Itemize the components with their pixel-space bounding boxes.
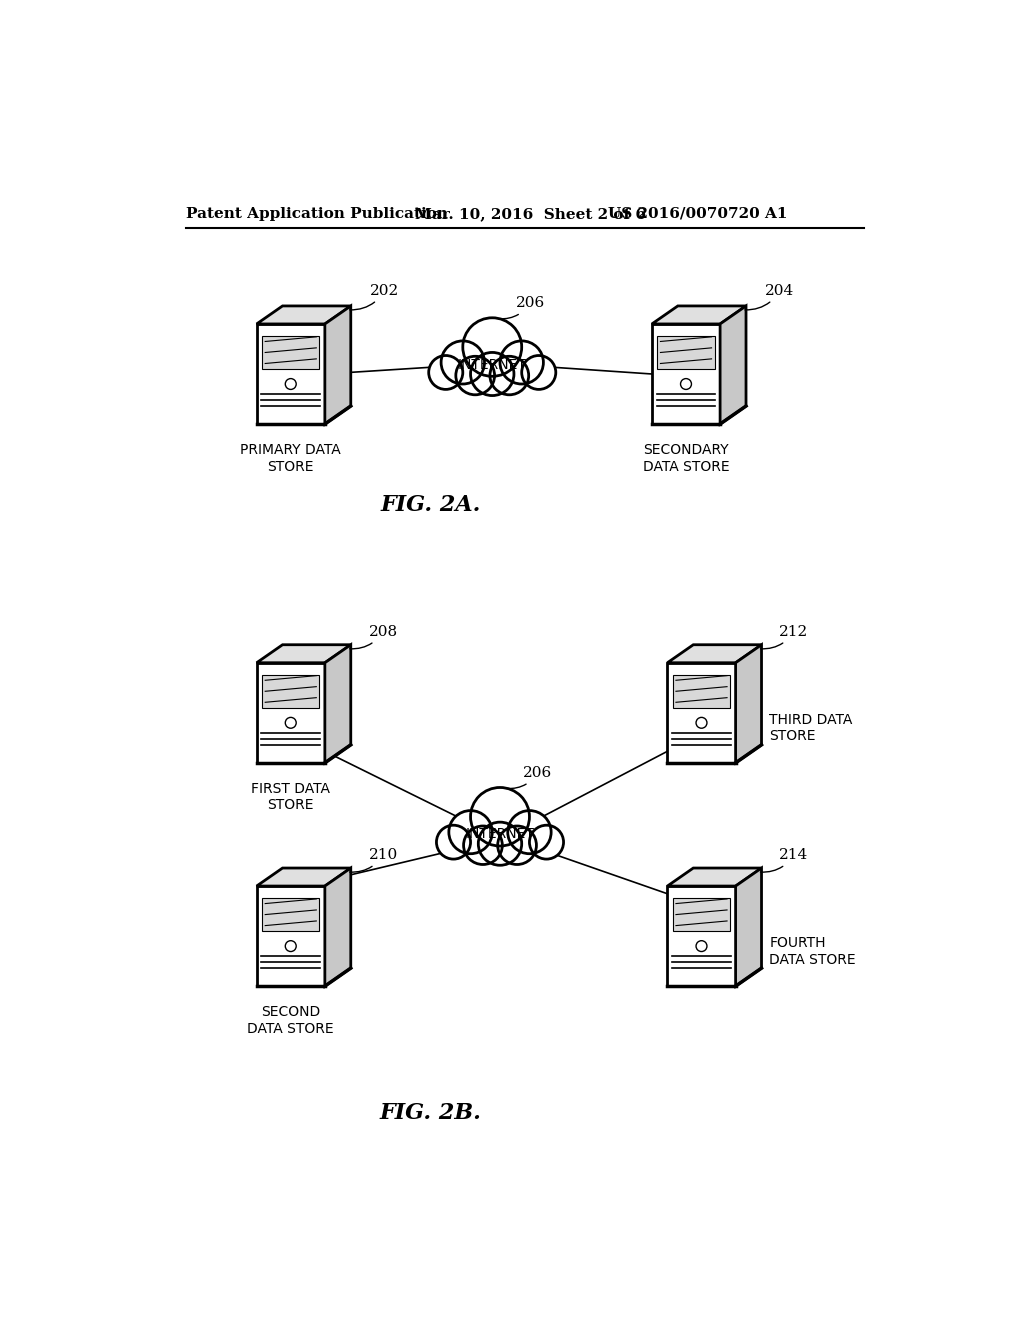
Text: Patent Application Publication: Patent Application Publication	[186, 207, 449, 220]
Polygon shape	[257, 323, 325, 424]
Polygon shape	[668, 869, 762, 886]
Polygon shape	[668, 886, 735, 986]
Text: 202: 202	[349, 284, 399, 310]
Circle shape	[429, 355, 463, 389]
Polygon shape	[657, 337, 715, 370]
Polygon shape	[735, 869, 762, 986]
Text: US 2016/0070720 A1: US 2016/0070720 A1	[608, 207, 788, 220]
Polygon shape	[257, 663, 325, 763]
Polygon shape	[262, 675, 319, 708]
Text: SECOND
DATA STORE: SECOND DATA STORE	[248, 1006, 334, 1036]
Circle shape	[450, 319, 535, 405]
Polygon shape	[720, 306, 746, 424]
Text: 212: 212	[761, 624, 809, 649]
Polygon shape	[257, 644, 351, 663]
Circle shape	[286, 379, 296, 389]
Text: SECONDARY
DATA STORE: SECONDARY DATA STORE	[643, 444, 729, 474]
Circle shape	[456, 356, 495, 395]
Polygon shape	[325, 306, 351, 424]
Text: FIG. 2B.: FIG. 2B.	[379, 1102, 481, 1125]
Polygon shape	[257, 886, 325, 986]
Circle shape	[696, 717, 707, 729]
Text: FOURTH
DATA STORE: FOURTH DATA STORE	[769, 936, 856, 966]
Circle shape	[449, 810, 493, 854]
Circle shape	[529, 825, 563, 859]
Text: Mar. 10, 2016  Sheet 2 of 6: Mar. 10, 2016 Sheet 2 of 6	[415, 207, 646, 220]
Polygon shape	[668, 644, 762, 663]
Circle shape	[478, 822, 521, 866]
Circle shape	[464, 826, 503, 865]
Circle shape	[498, 826, 537, 865]
Circle shape	[463, 318, 521, 376]
Text: INTERNET: INTERNET	[458, 358, 526, 372]
Text: 206: 206	[499, 296, 545, 319]
Polygon shape	[257, 306, 351, 323]
Polygon shape	[735, 644, 762, 763]
Polygon shape	[652, 306, 746, 323]
Polygon shape	[257, 869, 351, 886]
Circle shape	[471, 788, 529, 846]
Polygon shape	[262, 898, 319, 931]
Circle shape	[696, 941, 707, 952]
Circle shape	[508, 810, 551, 854]
Circle shape	[521, 355, 556, 389]
Text: 210: 210	[349, 847, 398, 873]
Text: 204: 204	[744, 284, 795, 310]
Text: INTERNET: INTERNET	[466, 828, 535, 841]
Text: FIRST DATA
STORE: FIRST DATA STORE	[251, 781, 331, 812]
Circle shape	[286, 941, 296, 952]
Text: PRIMARY DATA
STORE: PRIMARY DATA STORE	[241, 444, 341, 474]
Polygon shape	[673, 898, 730, 931]
Circle shape	[471, 352, 514, 396]
Polygon shape	[668, 663, 735, 763]
Text: FIG. 2A.: FIG. 2A.	[380, 494, 480, 516]
Circle shape	[458, 789, 543, 874]
Polygon shape	[652, 323, 720, 424]
Circle shape	[436, 825, 471, 859]
Circle shape	[441, 341, 484, 384]
Text: 214: 214	[761, 847, 809, 873]
Polygon shape	[262, 337, 319, 370]
Circle shape	[286, 717, 296, 729]
Circle shape	[500, 341, 544, 384]
Polygon shape	[325, 869, 351, 986]
Polygon shape	[325, 644, 351, 763]
Text: 206: 206	[507, 766, 553, 788]
Polygon shape	[673, 675, 730, 708]
Text: 208: 208	[349, 624, 397, 649]
Circle shape	[681, 379, 691, 389]
Text: THIRD DATA
STORE: THIRD DATA STORE	[769, 713, 853, 743]
Circle shape	[489, 356, 528, 395]
